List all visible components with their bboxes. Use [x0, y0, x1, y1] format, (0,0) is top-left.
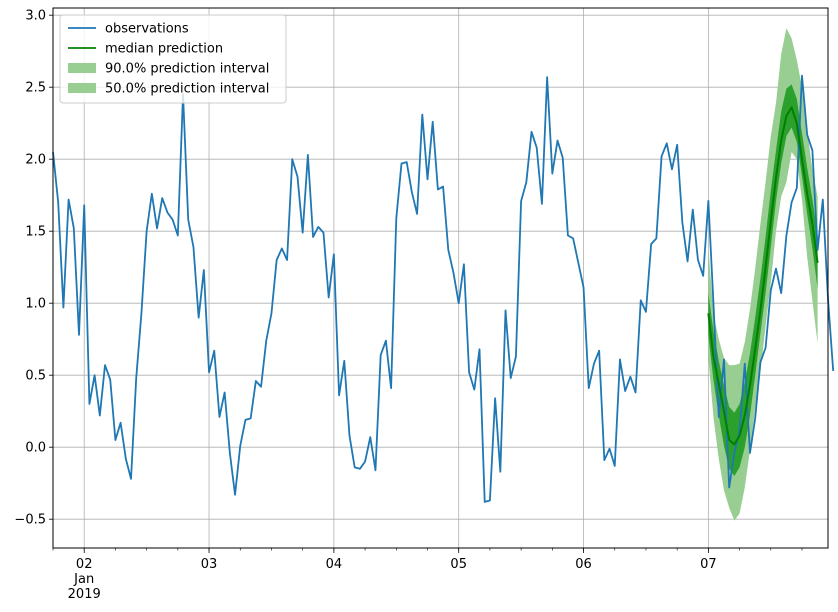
y-tick-label: 1.0	[25, 297, 46, 312]
legend-label: median prediction	[105, 42, 223, 57]
legend-box	[59, 14, 287, 104]
x-tick-label: 03	[201, 557, 218, 572]
legend-label: observations	[105, 22, 189, 37]
x-tick-label: 02	[76, 557, 93, 572]
y-tick-label: 0.5	[25, 369, 46, 384]
y-tick-label: 0.0	[25, 441, 46, 456]
interval-50-band	[708, 84, 818, 476]
legend: observations median prediction 90.0% predi…	[59, 14, 287, 104]
y-tick-label: −0.5	[14, 513, 46, 528]
y-tick-label: 2.5	[25, 81, 46, 96]
x-tick-label: 07	[700, 557, 717, 572]
legend-label: 50.0% prediction interval	[105, 82, 269, 97]
x-tick-label: Jan	[73, 572, 94, 587]
x-tick-label: 2019	[68, 587, 101, 602]
legend-swatch	[68, 63, 96, 73]
x-tick-label: 04	[326, 557, 343, 572]
x-tick-label: 06	[575, 557, 592, 572]
y-axis-ticks: −0.5 0.0 0.5 1.0 1.5 2.0 2.5 3.0	[14, 9, 53, 528]
x-tick-label: 05	[450, 557, 467, 572]
plot-frame	[52, 7, 829, 549]
y-tick-label: 2.0	[25, 153, 46, 168]
y-tick-label: 3.0	[25, 9, 46, 24]
legend-label: 90.0% prediction interval	[105, 62, 269, 77]
y-tick-label: 1.5	[25, 225, 46, 240]
legend-swatch	[68, 83, 96, 93]
median-prediction-line	[707, 106, 819, 446]
prediction-bands	[708, 28, 818, 521]
